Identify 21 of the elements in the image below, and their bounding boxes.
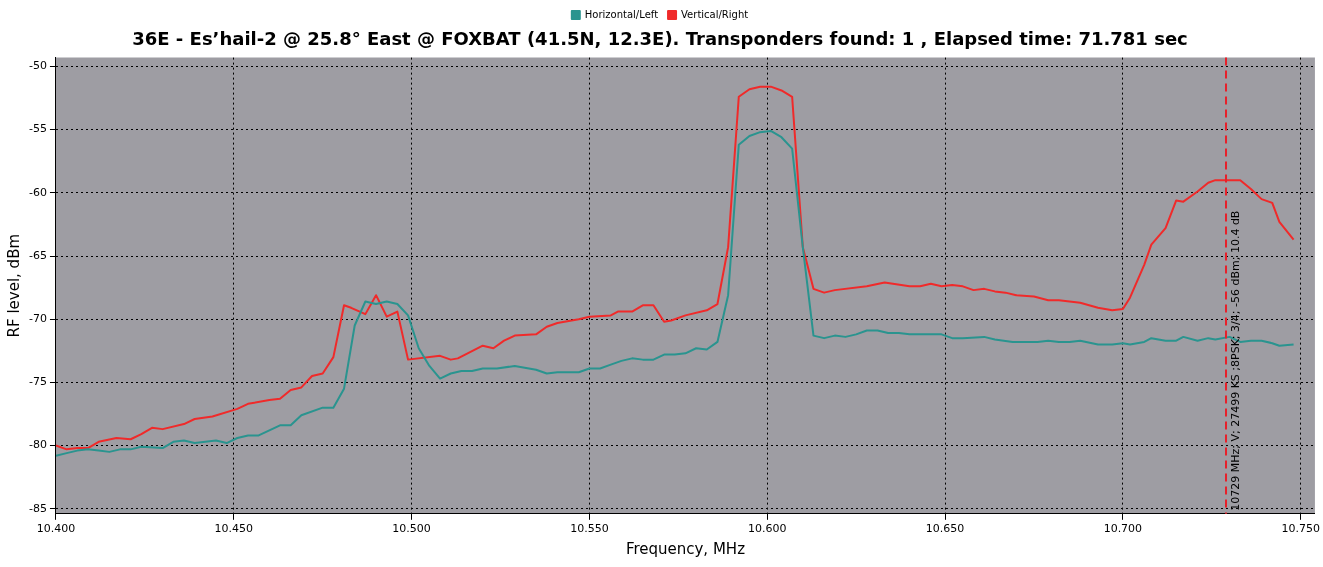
legend-label: Horizontal/Left <box>584 8 659 20</box>
x-tick-label: 10.700 <box>1103 522 1143 536</box>
y-tick-label: -70 <box>29 312 47 326</box>
chart-title: 36E - Es’hail-2 @ 25.8° East @ FOXBAT (41.5N, 12.3E). Transponders found: 1 , Elapsed time: 71.781 sec <box>132 28 1188 50</box>
x-tick-label: 10.750 <box>1281 522 1320 536</box>
x-axis-title: Frequency, MHz <box>625 539 746 558</box>
y-tick-label: -75 <box>29 375 47 389</box>
x-tick-label: 10.450 <box>214 522 254 536</box>
x-tick-label: 10.400 <box>36 522 76 536</box>
y-tick-label: -65 <box>29 248 47 262</box>
y-tick-label: -80 <box>29 438 47 452</box>
y-tick-label: -50 <box>29 59 47 73</box>
x-tick-label: 10.650 <box>925 522 965 536</box>
x-tick-label: 10.500 <box>392 522 431 536</box>
y-tick-label: -55 <box>29 122 47 136</box>
x-tick-label: 10.550 <box>570 522 609 536</box>
y-tick-label: -85 <box>29 501 47 515</box>
legend-label: Vertical/Right <box>681 8 749 20</box>
y-axis-title: RF level, dBm <box>4 233 23 338</box>
x-tick-label: 10.600 <box>747 522 787 536</box>
y-tick-label: -60 <box>29 185 47 199</box>
